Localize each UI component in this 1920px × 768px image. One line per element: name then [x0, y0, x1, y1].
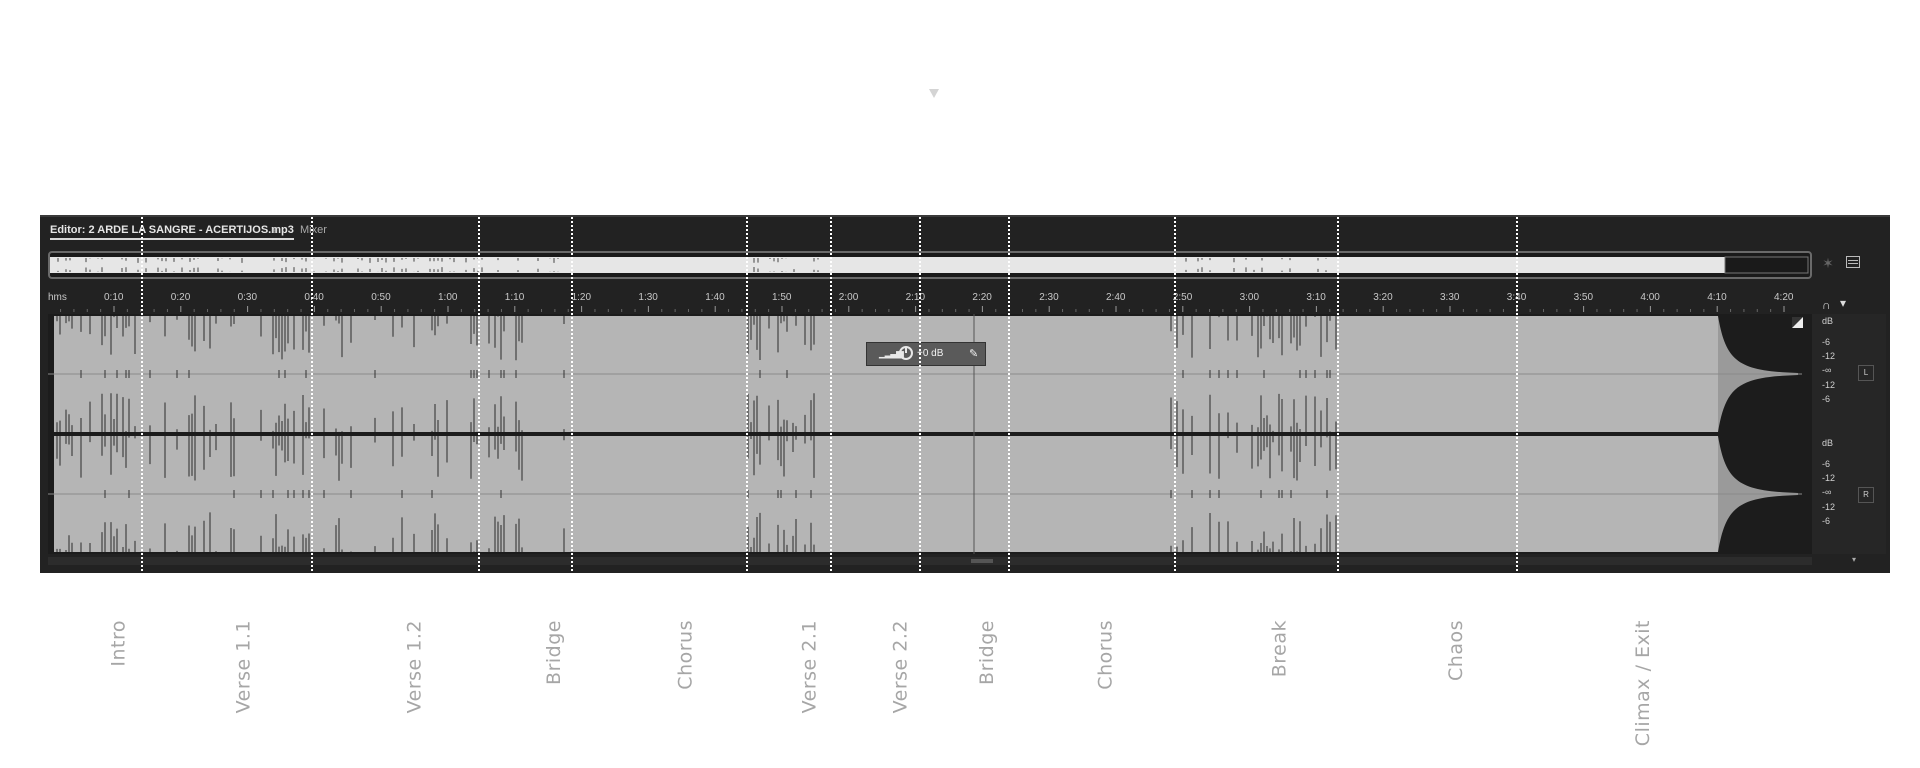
- ruler-tick-label: 3:10: [1306, 292, 1326, 303]
- editor-panel: Editor: 2 ARDE LA SANGRE - ACERTIJOS.mp3…: [40, 215, 1890, 573]
- time-ruler[interactable]: hms 0:10 0:20 0:30 0:40 0:50 1:00 1:10 1:20 1:30…: [48, 292, 1812, 312]
- ruler-tick-label: 2:40: [1106, 292, 1126, 303]
- db-scale: dB -6 -12 -∞ -12 -6 L dB -6 -12 -∞ -12 -…: [1812, 314, 1886, 554]
- ruler-tick-label: 1:30: [638, 292, 658, 303]
- ruler-tick-label: 2:20: [972, 292, 992, 303]
- section-marker-line[interactable]: [1174, 213, 1176, 571]
- section-label-text: Chorus: [1095, 620, 1117, 690]
- section-marker-line[interactable]: [311, 213, 313, 571]
- scroll-down-icon[interactable]: ▾: [1852, 555, 1857, 564]
- section-label-text: Verse 2.2: [889, 620, 911, 714]
- playhead-handle[interactable]: [929, 89, 939, 98]
- volume-knob[interactable]: [899, 346, 913, 360]
- panel-toggle-icon[interactable]: [1846, 256, 1860, 268]
- section-label-text: Climax / Exit: [1632, 620, 1654, 747]
- db-label: -12: [1822, 351, 1836, 361]
- ruler-tick-label: 3:00: [1239, 292, 1260, 303]
- section-label-text: Intro: [108, 620, 130, 667]
- section-marker-line[interactable]: [1516, 213, 1518, 571]
- ruler-tick-label: 1:10: [504, 292, 525, 303]
- zoom-icon[interactable]: ✶: [1822, 255, 1834, 271]
- waveform-display[interactable]: [48, 314, 1812, 554]
- ruler-tick-label: 1:20: [571, 292, 592, 303]
- horizontal-scrollbar[interactable]: [48, 557, 1812, 565]
- section-label-text: Bridge: [976, 620, 998, 685]
- tab-bar: Editor: 2 ARDE LA SANGRE - ACERTIJOS.mp3…: [40, 217, 1890, 243]
- ruler-tick-label: 3:30: [1440, 292, 1460, 303]
- section-marker-line[interactable]: [141, 213, 143, 571]
- ruler-tick-label: 3:50: [1573, 292, 1594, 303]
- ruler-tick-label: 2:00: [838, 292, 859, 303]
- db-label: -6: [1822, 394, 1831, 404]
- time-unit-label: hms: [48, 292, 67, 303]
- channel-left-button[interactable]: L: [1858, 365, 1874, 381]
- db-label: -12: [1822, 502, 1836, 512]
- waveform-transients: [56, 316, 1337, 552]
- section-label-text: Verse 1.2: [403, 620, 425, 714]
- channel-right-button[interactable]: R: [1858, 487, 1874, 503]
- snap-icon[interactable]: ∩: [1822, 298, 1831, 312]
- waveform-svg: [48, 314, 1812, 554]
- clip-indicator-icon[interactable]: [1792, 317, 1803, 328]
- pin-icon[interactable]: ✎: [969, 348, 979, 360]
- db-label: -∞: [1822, 365, 1832, 375]
- db-label: -12: [1822, 473, 1836, 483]
- section-label-text: Chorus: [675, 620, 697, 690]
- section-marker-line[interactable]: [1337, 213, 1339, 571]
- section-marker-line[interactable]: [830, 213, 832, 571]
- section-label-text: Break: [1268, 620, 1290, 678]
- ruler-tick-label: 0:50: [371, 292, 391, 303]
- marker-icon[interactable]: ▾: [1840, 296, 1847, 310]
- ruler-tick-label: 0:30: [237, 292, 258, 303]
- section-marker-line[interactable]: [919, 213, 921, 571]
- db-label: -6: [1822, 337, 1831, 347]
- db-label: dB: [1822, 316, 1834, 326]
- section-marker-line[interactable]: [1008, 213, 1010, 571]
- overview-waveform: [50, 256, 1809, 274]
- db-label: -6: [1822, 516, 1831, 526]
- db-label: -∞: [1822, 487, 1832, 497]
- ruler-tick-label: 0:40: [304, 292, 324, 303]
- tab-mixer[interactable]: Mixer: [300, 224, 327, 236]
- db-label: -6: [1822, 459, 1831, 469]
- section-label-text: Chaos: [1445, 620, 1467, 681]
- overview-navigator[interactable]: [48, 251, 1812, 279]
- section-marker-line[interactable]: [746, 213, 748, 571]
- section-label-text: Verse 2.1: [798, 620, 820, 714]
- ruler-tick-label: 1:40: [705, 292, 725, 303]
- ruler-tick-label: 3:20: [1373, 292, 1393, 303]
- ruler-tick-label: 0:20: [170, 292, 191, 303]
- ruler-tick-label: 4:20: [1774, 292, 1794, 303]
- ruler-tick-label: 4:00: [1640, 292, 1660, 303]
- meter-icon: ▁▂▃▅: [879, 348, 904, 359]
- section-marker-line[interactable]: [478, 213, 480, 571]
- ruler-tick-label: 4:10: [1707, 292, 1727, 303]
- scrollbar-grip[interactable]: [971, 559, 993, 563]
- ruler-tick-label: 2:50: [1172, 292, 1193, 303]
- section-marker-line[interactable]: [571, 213, 573, 571]
- db-label: dB: [1822, 438, 1834, 448]
- ruler-tick-label: 2:10: [905, 292, 926, 303]
- volume-value: +0 dB: [917, 348, 944, 359]
- section-label-text: Bridge: [543, 620, 565, 685]
- ruler-tick-label: 1:00: [438, 292, 458, 303]
- tab-editor[interactable]: Editor: 2 ARDE LA SANGRE - ACERTIJOS.mp3: [50, 224, 294, 240]
- volume-hud[interactable]: ▁▂▃▅ +0 dB ✎: [866, 342, 986, 366]
- db-label: -12: [1822, 380, 1836, 390]
- ruler-tick-label: 2:30: [1039, 292, 1059, 303]
- section-label-text: Verse 1.1: [232, 620, 254, 714]
- tab-menu-icon[interactable]: ≡: [271, 223, 279, 237]
- ruler-tick-label: 1:50: [772, 292, 792, 303]
- ruler-tick-label: 0:10: [104, 292, 124, 303]
